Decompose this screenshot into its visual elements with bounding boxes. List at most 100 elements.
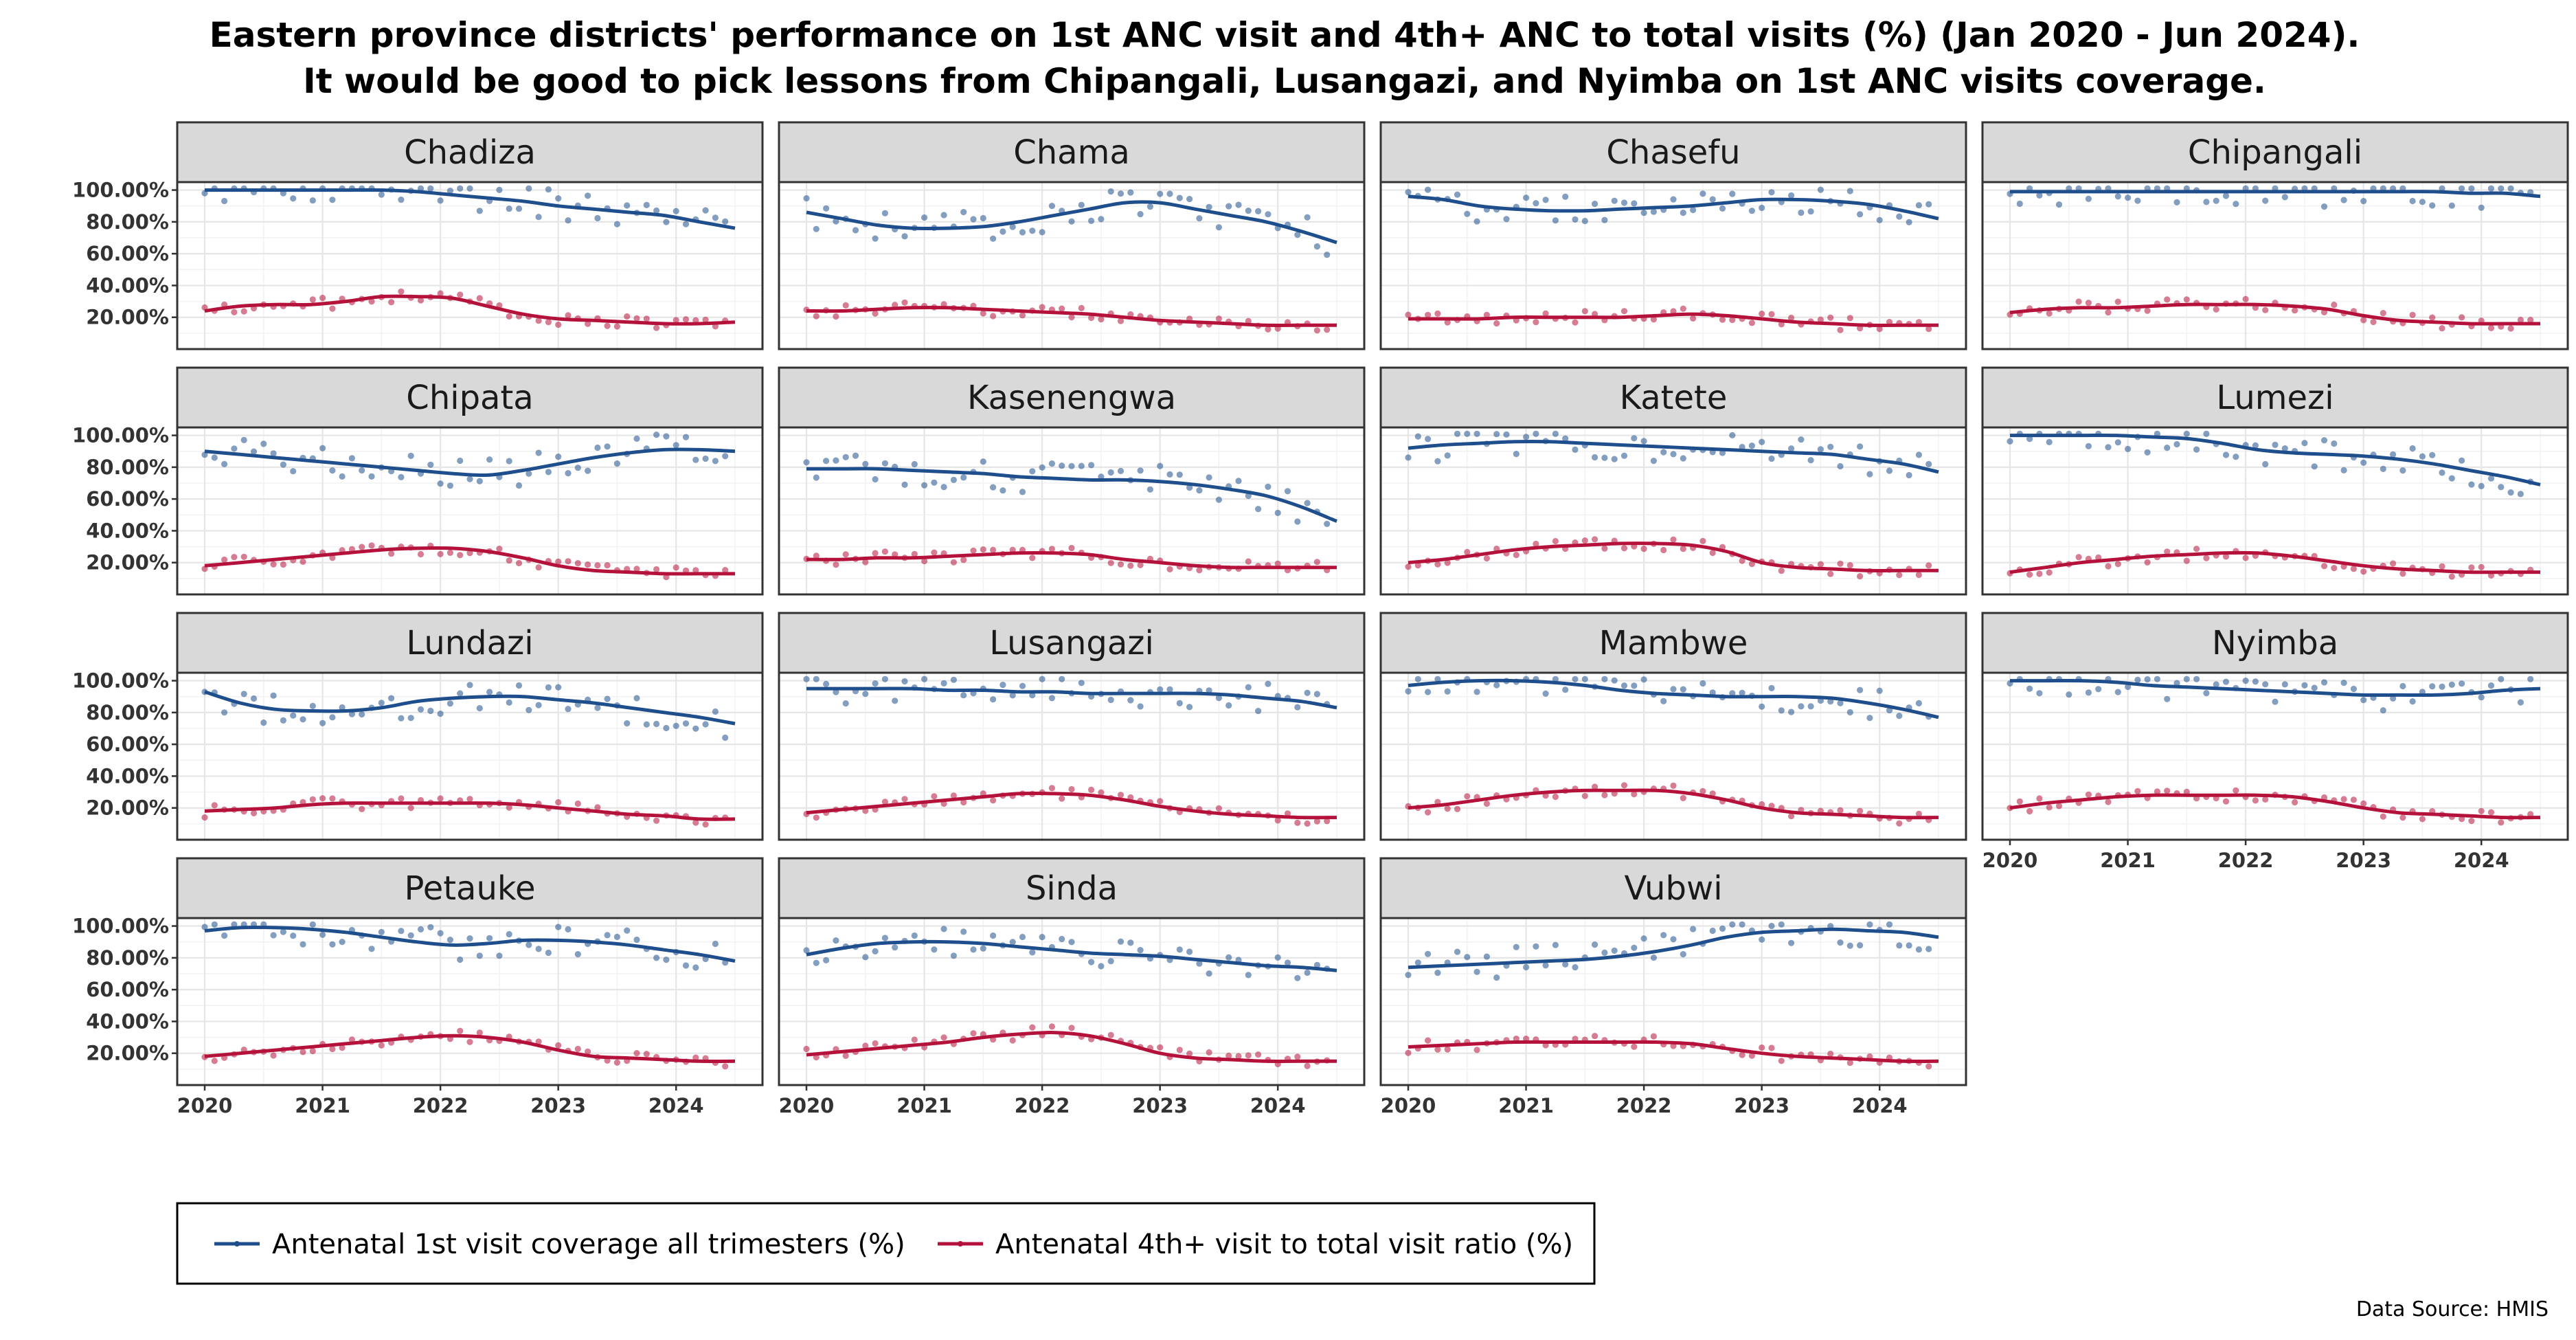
trend-line-series-1 (204, 447, 736, 478)
data-point (1739, 443, 1745, 451)
data-point (1611, 947, 1618, 954)
data-point (506, 699, 512, 706)
data-point (970, 1030, 977, 1037)
data-point (2459, 816, 2465, 823)
data-point (2114, 298, 2121, 305)
y-tick-label: 40.00% (86, 519, 169, 542)
data-point (466, 185, 473, 192)
data-point (1680, 305, 1686, 312)
data-point (2478, 204, 2485, 211)
data-point (1215, 805, 1222, 812)
data-point (2429, 202, 2436, 209)
data-point (1048, 546, 1055, 552)
data-point (1748, 320, 1755, 326)
data-point (309, 1047, 316, 1055)
data-point (1405, 688, 1412, 695)
data-point (1562, 193, 1569, 200)
data-point (1294, 518, 1301, 525)
data-point (555, 454, 562, 460)
data-point (1857, 211, 1864, 218)
data-point (1513, 552, 1519, 559)
data-point (1748, 561, 1755, 568)
data-point (2252, 678, 2259, 685)
data-point (1313, 818, 1320, 825)
data-point (359, 544, 365, 550)
data-point (1274, 817, 1281, 824)
data-point (1294, 232, 1301, 238)
data-point (1483, 311, 1490, 318)
data-point (221, 709, 228, 716)
data-point (476, 952, 483, 959)
y-tick-label: 60.00% (86, 487, 169, 511)
data-point (319, 931, 326, 938)
data-point (1245, 972, 1252, 979)
data-point (2360, 459, 2367, 466)
data-point (2507, 325, 2514, 332)
data-point (833, 937, 839, 944)
data-point (823, 205, 830, 212)
data-point (1846, 708, 1853, 716)
data-point (466, 935, 473, 942)
data-point (1019, 229, 1026, 236)
facet-panel: Petauke 20.00% 40.00% 60.00% 80.00% 100.00% 20… (72, 857, 764, 1117)
data-point (980, 458, 986, 465)
data-point (1186, 948, 1193, 955)
data-point (309, 702, 316, 709)
data-point (1255, 208, 1262, 214)
data-point (2055, 201, 2063, 208)
data-point (1059, 795, 1065, 802)
data-point (2320, 679, 2328, 686)
data-point (1009, 1037, 1016, 1044)
data-point (604, 932, 611, 939)
data-point (1670, 196, 1677, 203)
data-point (1019, 312, 1026, 319)
data-point (2478, 694, 2485, 701)
data-point (535, 449, 542, 456)
data-point (1098, 789, 1105, 796)
data-point (545, 186, 552, 193)
data-point (280, 561, 286, 568)
data-point (1088, 462, 1095, 469)
data-point (368, 473, 375, 480)
data-point (980, 310, 986, 317)
data-point (2419, 199, 2426, 205)
data-point (1837, 560, 1844, 567)
data-point (692, 725, 699, 732)
data-point (2380, 465, 2386, 473)
data-point (1680, 210, 1686, 216)
data-point (1225, 702, 1232, 709)
data-point (515, 482, 523, 489)
data-point (2360, 198, 2367, 205)
data-point (604, 322, 611, 329)
panel-border (1981, 426, 2569, 596)
data-point (1513, 1036, 1519, 1042)
data-point (309, 796, 316, 803)
data-point (1581, 792, 1588, 799)
data-point (1029, 468, 1036, 475)
data-point (1039, 229, 1046, 236)
data-point (1059, 305, 1065, 312)
trend-line-series-2 (1408, 788, 1939, 820)
data-point (2439, 185, 2445, 192)
data-point (970, 946, 977, 953)
data-point (466, 550, 473, 557)
data-point (359, 711, 365, 718)
data-point (1186, 196, 1193, 203)
data-point (692, 567, 699, 574)
data-point (1631, 435, 1638, 442)
data-point (1709, 790, 1716, 797)
data-point (1680, 546, 1686, 552)
facet-strip-label: Lumezi (2216, 379, 2334, 417)
data-point (1523, 194, 1530, 201)
data-point (231, 554, 238, 561)
data-point (1078, 462, 1085, 469)
data-point (2144, 449, 2151, 456)
data-point (960, 692, 967, 699)
data-point (2487, 185, 2495, 192)
data-point (427, 185, 434, 192)
data-point (339, 473, 346, 480)
data-point (2046, 804, 2053, 811)
data-point (1215, 315, 1222, 322)
data-point (407, 805, 414, 812)
